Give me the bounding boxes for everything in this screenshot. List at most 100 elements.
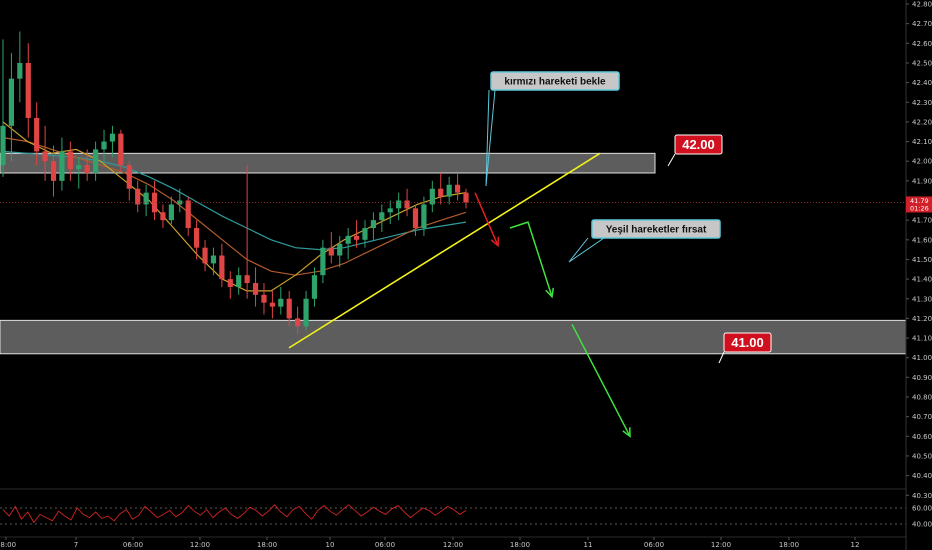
- candle-body: [328, 247, 334, 256]
- candle-body: [219, 255, 225, 280]
- candle-body: [421, 204, 427, 229]
- time-tick-label: 12:00: [190, 541, 210, 549]
- price-tick-label: 40.50: [912, 452, 932, 460]
- candle-body: [50, 161, 57, 181]
- red-scenario-path: [474, 192, 499, 246]
- candle-body: [244, 275, 250, 284]
- callout-wait-red-box: [490, 71, 620, 91]
- red-scenario-arrowhead: [490, 236, 500, 248]
- candle-body: [295, 318, 301, 327]
- candle-body: [404, 200, 410, 209]
- price-tick-label: 42.50: [912, 59, 932, 67]
- oscillator-level-label: 40.00: [912, 521, 932, 529]
- candle-body: [320, 247, 326, 276]
- candle-body: [454, 184, 461, 193]
- candle-body: [76, 165, 82, 170]
- time-tick-label: 06:00: [644, 541, 664, 549]
- time-tick-label: 12:00: [711, 541, 731, 549]
- price-tick-label: 42.20: [912, 118, 932, 126]
- support-label-text: 41.00: [731, 335, 764, 350]
- moving-averages: [2, 121, 467, 292]
- time-tick-label: 12: [851, 541, 860, 549]
- candle-body: [135, 188, 141, 205]
- candle-body: [8, 78, 15, 126]
- candle-body: [210, 255, 217, 264]
- candle-body: [185, 200, 191, 229]
- time-axis[interactable]: 18:00 7 06:00 12:00 18:00 10 06:00 12:00 18:00 11…: [0, 537, 859, 549]
- candle-body: [126, 165, 132, 189]
- price-axis[interactable]: 40.30 40.40 40.50 40.60 40.70 40.80 40.90 41.00…: [905, 0, 932, 550]
- candle-body: [25, 62, 31, 118]
- candle-body: [151, 192, 158, 213]
- price-tick-label: 42.70: [912, 20, 932, 28]
- time-tick-label: 18:00: [510, 541, 530, 549]
- candle-body: [177, 200, 183, 205]
- candle-body: [236, 275, 242, 287]
- candle-body: [202, 247, 208, 264]
- candle-body: [84, 165, 90, 173]
- callout-wait-red-text: kırmızı hareketi bekle: [504, 77, 606, 88]
- candle-body: [345, 235, 351, 244]
- price-tick-label: 41.00: [912, 354, 932, 362]
- price-tick-label: 42.10: [912, 138, 932, 146]
- resistance-label-pointer: [667, 153, 676, 167]
- price-tick-label: 41.90: [912, 177, 932, 185]
- resistance-label-box: [674, 134, 723, 155]
- scenario-paths: [474, 192, 631, 438]
- candle-body: [269, 302, 275, 307]
- moving-average-line: [2, 150, 467, 251]
- price-tick-label: 41.20: [912, 315, 932, 323]
- price-tick-label: 40.30: [912, 492, 932, 500]
- candle-body: [252, 283, 259, 295]
- oscillator-line: [2, 504, 467, 524]
- price-tick-label: 40.60: [912, 433, 932, 441]
- candle-body: [286, 298, 292, 319]
- green-scenario-1-path: [509, 221, 553, 298]
- price-tick-label: 42.60: [912, 40, 932, 48]
- price-tick-label: 40.70: [912, 413, 932, 421]
- time-tick-label: 12:00: [443, 541, 463, 549]
- candle-body: [278, 298, 284, 307]
- green-scenario-2-path: [571, 323, 631, 437]
- candle-body: [143, 192, 149, 205]
- price-tick-label: 42.40: [912, 79, 932, 87]
- time-tick-label: 11: [584, 541, 593, 549]
- candle-body: [396, 200, 402, 209]
- candle-body: [429, 188, 435, 205]
- support-label-pointer: [718, 351, 725, 364]
- time-tick-label: 18:00: [779, 541, 799, 549]
- time-tick-label: 06:00: [123, 541, 143, 549]
- candle-body: [337, 243, 343, 256]
- candle-body: [101, 141, 107, 150]
- candle-body: [93, 149, 99, 173]
- moving-average-line: [2, 121, 467, 292]
- candle-body: [303, 298, 309, 327]
- candle-body: [42, 151, 48, 162]
- candle-body: [109, 133, 116, 142]
- candle-body: [438, 188, 444, 197]
- oscillator-level-label: 60.00: [912, 505, 932, 513]
- candle-body: [17, 62, 23, 79]
- trendline: [288, 152, 601, 349]
- price-tick-label: 41.10: [912, 335, 932, 343]
- candle-body: [59, 151, 65, 181]
- price-tick-label: 41.40: [912, 276, 932, 284]
- price-tick-label: 41.70: [912, 217, 932, 225]
- time-tick-label: 10: [326, 541, 335, 549]
- price-zones: [0, 152, 907, 355]
- callout-green-opportunity-text: Yeşil hareketler fırsat: [606, 225, 707, 236]
- candle-body: [379, 212, 385, 221]
- green-scenario-1-arrowhead: [545, 287, 554, 299]
- candle-body: [446, 184, 452, 197]
- resistance-label-text: 42.00: [682, 137, 715, 152]
- candle-body: [67, 151, 73, 170]
- candle-body: [353, 235, 360, 240]
- price-tick-label: 41.50: [912, 256, 932, 264]
- candle-body: [387, 208, 393, 213]
- support-label-box: [723, 332, 772, 353]
- candle-body: [261, 294, 267, 303]
- candle-body: [412, 208, 419, 229]
- price-tick-label: 41.30: [912, 295, 932, 303]
- price-tick-label: 40.40: [912, 472, 932, 480]
